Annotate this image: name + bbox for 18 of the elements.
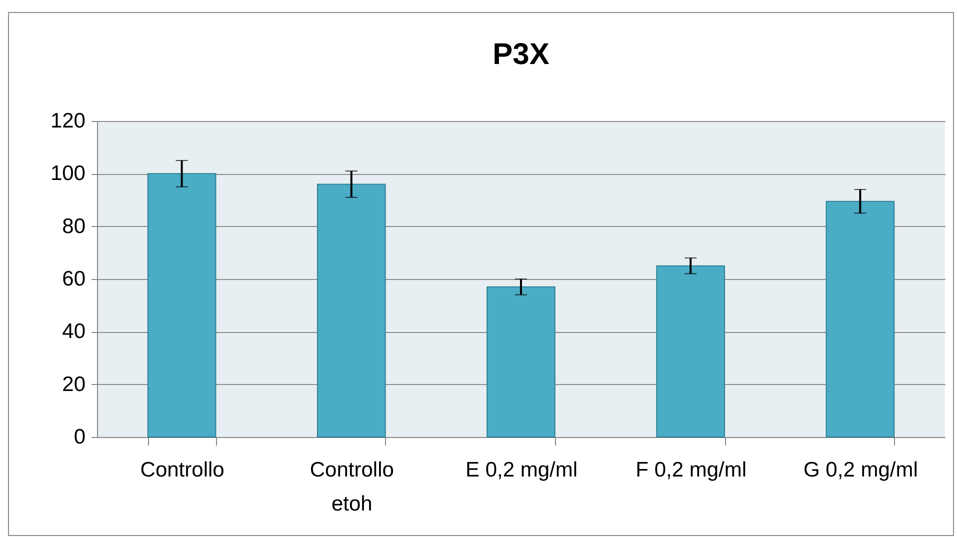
y-tick-label: 40 (62, 320, 86, 344)
bar (486, 286, 556, 438)
y-tick-label: 80 (62, 214, 86, 238)
y-tick-label: 0 (74, 426, 86, 448)
y-tick-label: 100 (50, 162, 86, 186)
bar (826, 200, 895, 438)
x-tick-label: G 0,2 mg/ml (804, 458, 918, 482)
y-tick-label: 60 (62, 268, 86, 290)
x-tick-label: F 0,2 mg/ml (636, 458, 747, 482)
x-tick-label: Controllo (140, 458, 224, 482)
bar (147, 173, 216, 438)
chart-title: P3X (492, 38, 550, 71)
x-tick-label: Controllo etoh (310, 458, 394, 516)
y-tick-label: 120 (50, 110, 86, 132)
bar (656, 265, 726, 438)
y-tick-label: 20 (62, 372, 86, 396)
x-tick-label: E 0,2 mg/ml (465, 458, 578, 482)
bar (316, 184, 386, 438)
